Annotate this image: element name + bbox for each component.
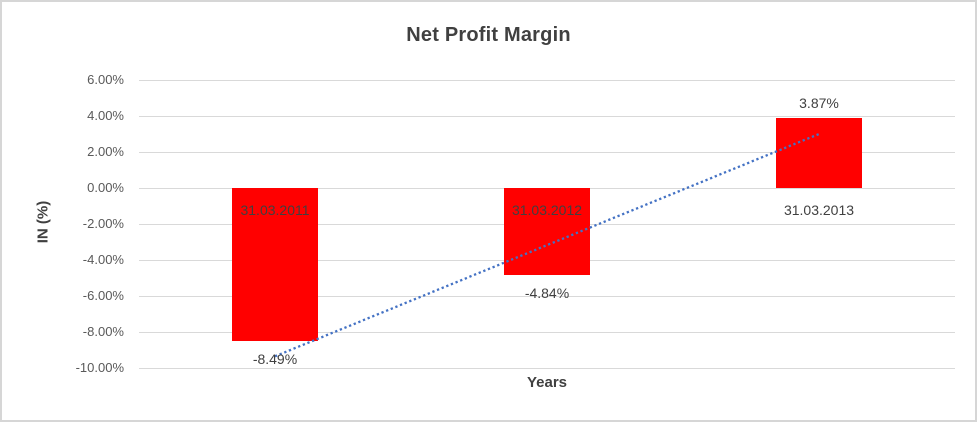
data-label: -4.84% <box>524 285 570 302</box>
chart-title: Net Profit Margin <box>406 24 571 46</box>
data-label: 3.87% <box>799 95 839 112</box>
y-tick-label: -10.00% <box>75 360 124 375</box>
gridline <box>139 79 955 81</box>
gridline <box>139 115 955 117</box>
y-tick-label: -8.00% <box>82 324 124 339</box>
plot-area: 31.03.2011 -8.49% 31.03.2012 -4.84% 31.03.20… <box>139 79 955 369</box>
bar-31.03.2013 <box>776 118 862 188</box>
y-tick-label: 6.00% <box>87 72 124 87</box>
x-axis-title: Years <box>526 374 568 391</box>
category-label: 31.03.2012 <box>511 202 583 218</box>
y-tick-label: -2.00% <box>82 216 124 231</box>
category-label: 31.03.2011 <box>240 202 310 218</box>
y-tick-label: 2.00% <box>87 144 124 159</box>
gridline <box>139 367 955 369</box>
y-tick-label: -6.00% <box>82 288 124 303</box>
y-tick-label: 0.00% <box>87 180 124 195</box>
y-tick-label: 4.00% <box>87 108 124 123</box>
category-label: 31.03.2013 <box>783 202 855 218</box>
data-label: -8.49% <box>252 350 298 367</box>
y-tick-label: -4.00% <box>82 252 124 267</box>
